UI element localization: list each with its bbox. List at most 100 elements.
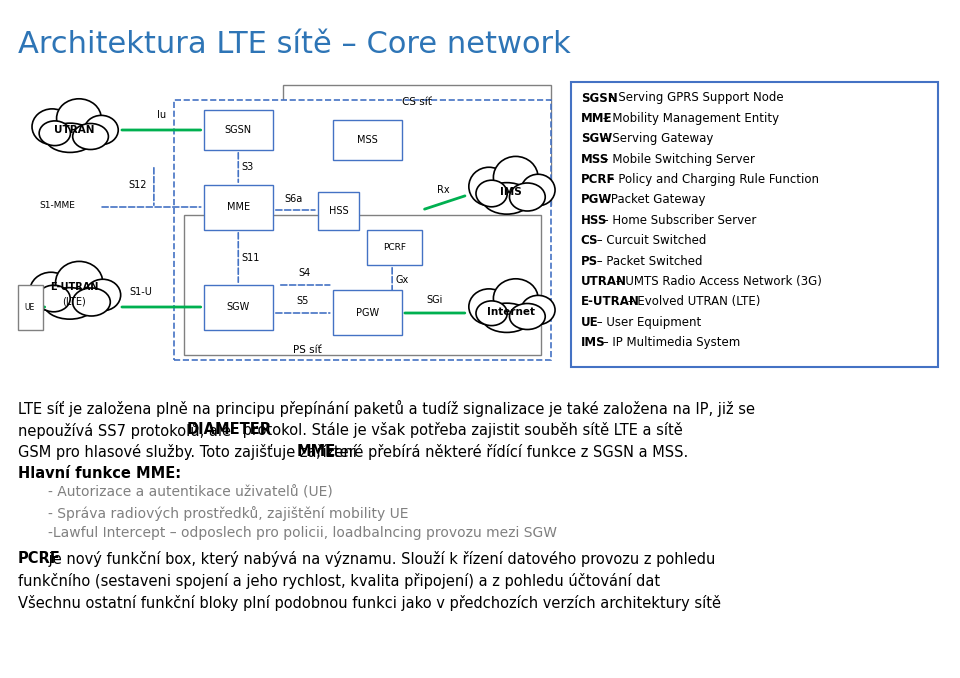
FancyBboxPatch shape	[571, 82, 938, 367]
FancyBboxPatch shape	[368, 230, 422, 265]
Text: UE: UE	[581, 316, 598, 329]
Ellipse shape	[521, 174, 555, 205]
Text: IMS: IMS	[500, 187, 522, 197]
Text: UE: UE	[25, 302, 35, 311]
Text: S12: S12	[129, 180, 147, 190]
Text: je nový funkční box, který nabývá na významu. Slouží k řízení datového provozu z: je nový funkční box, který nabývá na výz…	[44, 551, 715, 567]
Ellipse shape	[476, 301, 507, 325]
FancyBboxPatch shape	[283, 85, 551, 205]
Ellipse shape	[510, 183, 545, 211]
Text: S1-U: S1-U	[129, 287, 152, 297]
Text: MME: MME	[581, 112, 612, 125]
Text: Všechnu ostatní funkční bloky plní podobnou funkci jako v předchozích verzích ar: Všechnu ostatní funkční bloky plní podob…	[18, 595, 721, 611]
Text: Architektura LTE sítě – Core network: Architektura LTE sítě – Core network	[18, 30, 570, 59]
Text: PS síť: PS síť	[294, 345, 323, 355]
Text: Iu: Iu	[157, 110, 166, 120]
Ellipse shape	[32, 109, 72, 144]
Ellipse shape	[468, 167, 509, 205]
Text: MME: MME	[297, 444, 336, 459]
Text: - Autorizace a autentikace uživatelů (UE): - Autorizace a autentikace uživatelů (UE…	[48, 486, 332, 500]
Text: SGW: SGW	[581, 132, 612, 145]
Text: – Serving GPRS Support Node: – Serving GPRS Support Node	[606, 92, 784, 104]
Ellipse shape	[57, 99, 101, 138]
Text: S1-MME: S1-MME	[39, 201, 76, 210]
FancyBboxPatch shape	[332, 120, 402, 160]
Ellipse shape	[39, 121, 70, 146]
Ellipse shape	[44, 287, 96, 319]
FancyBboxPatch shape	[174, 100, 551, 360]
Ellipse shape	[84, 115, 118, 144]
Text: Hlavní funkce MME:: Hlavní funkce MME:	[18, 466, 181, 481]
Text: protokol. Stále je však potřeba zajistit souběh sítě LTE a sítě: protokol. Stále je však potřeba zajistit…	[238, 422, 683, 438]
Text: PCRF: PCRF	[581, 173, 615, 186]
Text: UTRAN: UTRAN	[581, 275, 627, 288]
Text: HSS: HSS	[328, 206, 348, 216]
Text: - Správa radiových prostředků, zajištění mobility UE: - Správa radiových prostředků, zajištění…	[48, 506, 408, 521]
Text: PCRF: PCRF	[383, 243, 406, 252]
FancyBboxPatch shape	[183, 215, 541, 355]
Ellipse shape	[510, 304, 545, 330]
Ellipse shape	[476, 180, 507, 207]
Ellipse shape	[45, 123, 95, 153]
Text: HSS: HSS	[581, 214, 607, 227]
Text: PCRF: PCRF	[18, 551, 60, 566]
Text: (LTE): (LTE)	[62, 296, 86, 306]
Text: MSS: MSS	[581, 153, 609, 165]
Ellipse shape	[493, 157, 538, 199]
Text: – UMTS Radio Access Network (3G): – UMTS Radio Access Network (3G)	[612, 275, 822, 288]
Text: – User Equipment: – User Equipment	[593, 316, 702, 329]
Text: nepoužívá SS7 protokolů, ale: nepoužívá SS7 protokolů, ale	[18, 422, 235, 439]
Ellipse shape	[493, 279, 538, 318]
Text: – Packet Switched: – Packet Switched	[593, 254, 703, 268]
Text: E-UTRAN: E-UTRAN	[581, 296, 639, 308]
Ellipse shape	[56, 262, 103, 303]
Ellipse shape	[37, 285, 70, 312]
FancyBboxPatch shape	[204, 185, 273, 230]
Ellipse shape	[482, 182, 532, 214]
Text: CS síť: CS síť	[402, 97, 432, 107]
Text: funkčního (sestaveni spojení a jeho rychlost, kvalita připojení) a z pohledu účt: funkčního (sestaveni spojení a jeho rych…	[18, 573, 660, 589]
Text: PGW: PGW	[356, 308, 379, 317]
Text: SGW: SGW	[227, 302, 250, 313]
Text: UTRAN: UTRAN	[54, 125, 95, 135]
Text: - Packet Gateway: - Packet Gateway	[599, 193, 706, 206]
Text: SGi: SGi	[426, 295, 443, 305]
Text: S6a: S6a	[285, 194, 303, 204]
Text: SGSN: SGSN	[581, 92, 617, 104]
Text: MSS: MSS	[357, 135, 377, 145]
Text: DIAMETER: DIAMETER	[186, 422, 272, 437]
Text: GSM pro hlasové služby. Toto zajišťuje zařízení: GSM pro hlasové služby. Toto zajišťuje z…	[18, 444, 361, 460]
Text: Rx: Rx	[438, 185, 450, 195]
Ellipse shape	[30, 273, 72, 311]
Ellipse shape	[521, 296, 555, 325]
Text: LTE síť je založena plně na principu přepínání paketů a tudíž signalizace je tak: LTE síť je založena plně na principu pře…	[18, 400, 755, 417]
Text: – Curcuit Switched: – Curcuit Switched	[593, 234, 707, 247]
Text: S4: S4	[299, 268, 311, 278]
Text: – Mobile Switching Server: – Mobile Switching Server	[599, 153, 756, 165]
FancyBboxPatch shape	[18, 285, 42, 330]
Text: – Policy and Charging Rule Function: – Policy and Charging Rule Function	[606, 173, 820, 186]
Text: – Evolved UTRAN (LTE): – Evolved UTRAN (LTE)	[624, 296, 760, 308]
Text: PS: PS	[581, 254, 598, 268]
Text: MME: MME	[227, 203, 250, 212]
FancyBboxPatch shape	[204, 110, 273, 150]
Text: – Mobility Management Entity: – Mobility Management Entity	[599, 112, 780, 125]
Text: S11: S11	[241, 253, 259, 263]
FancyBboxPatch shape	[204, 285, 273, 330]
Text: S5: S5	[297, 296, 309, 306]
Text: IMS: IMS	[581, 336, 606, 349]
Text: PGW: PGW	[581, 193, 612, 206]
Text: – Home Subscriber Server: – Home Subscriber Server	[599, 214, 756, 227]
Text: -Lawful Intercept – odposlech pro policii, loadbalncing provozu mezi SGW: -Lawful Intercept – odposlech pro polici…	[48, 526, 557, 540]
Ellipse shape	[73, 288, 110, 316]
Text: Internet: Internet	[488, 307, 536, 317]
Text: Gx: Gx	[396, 275, 408, 285]
Ellipse shape	[84, 279, 121, 311]
Text: – IP Multimedia System: – IP Multimedia System	[599, 336, 740, 349]
FancyBboxPatch shape	[318, 192, 359, 230]
Ellipse shape	[468, 289, 509, 325]
Text: S3: S3	[241, 162, 253, 172]
Text: , které přebírá některé řídící funkce z SGSN a MSS.: , které přebírá některé řídící funkce z …	[316, 444, 688, 460]
FancyBboxPatch shape	[332, 290, 402, 335]
Ellipse shape	[73, 123, 108, 150]
